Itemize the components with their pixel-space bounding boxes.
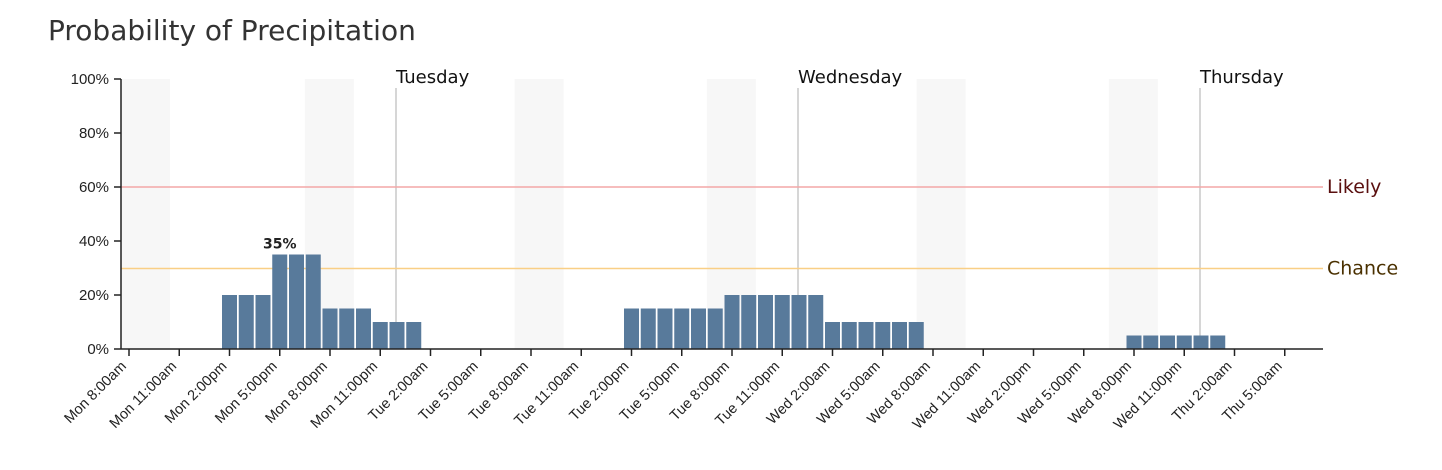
night-band [1108, 79, 1158, 349]
night-band [514, 79, 564, 349]
precip-bar [892, 322, 907, 349]
precip-bar [406, 322, 422, 349]
labels-layer: Tuesday Wednesday Thursday Likely Chance 35% [263, 67, 1398, 280]
precip-bar [908, 322, 924, 349]
y-tick-label: 0% [87, 341, 109, 358]
precip-bar [1193, 335, 1209, 349]
precip-bar [758, 295, 773, 349]
precip-bar [674, 308, 690, 349]
precip-bar [791, 295, 807, 349]
precip-bar [825, 322, 840, 349]
precip-bar [1143, 335, 1159, 349]
precip-bar [1160, 335, 1175, 349]
precip-bar [372, 322, 388, 349]
precip-bar [724, 295, 740, 349]
precip-bar [741, 295, 757, 349]
precip-bar [289, 254, 304, 349]
night-band [916, 79, 966, 349]
precip-bar [657, 308, 673, 349]
y-tick-label: 40% [79, 233, 109, 250]
y-tick-label: 20% [79, 287, 109, 304]
precip-bar [858, 322, 874, 349]
precip-bar [624, 308, 639, 349]
night-band [121, 79, 170, 349]
day-label: Thursday [1199, 67, 1284, 88]
precip-bar [339, 308, 355, 349]
precip-bar [808, 295, 824, 349]
day-label: Wednesday [798, 67, 903, 88]
precip-bar [1126, 335, 1142, 349]
precip-bar [640, 308, 656, 349]
bars-layer [222, 254, 1226, 349]
day-label: Tuesday [395, 67, 470, 88]
precip-bar [389, 322, 405, 349]
chart-title: Probability of Precipitation [48, 14, 416, 47]
precip-bar [356, 308, 371, 349]
precip-bar [238, 295, 254, 349]
precip-bar [322, 308, 338, 349]
precip-bar [1210, 335, 1226, 349]
threshold-label: Likely [1327, 176, 1381, 198]
y-axis: 0% 20% 40% 60% 80% 100% [71, 71, 122, 358]
y-tick-label: 80% [79, 125, 109, 142]
precip-bar [222, 295, 237, 349]
precip-bar [255, 295, 271, 349]
precip-bar [305, 254, 321, 349]
precip-bar [707, 308, 723, 349]
threshold-layer [121, 186, 1323, 270]
y-tick-label: 60% [79, 179, 109, 196]
precip-bar [272, 254, 288, 349]
precip-bar [691, 308, 706, 349]
precip-bar [875, 322, 891, 349]
precip-bar [841, 322, 857, 349]
y-tick-label: 100% [71, 71, 109, 88]
threshold-label: Chance [1327, 258, 1398, 280]
precip-bar [774, 295, 790, 349]
peak-value-label: 35% [263, 237, 297, 253]
precip-bar [1176, 335, 1192, 349]
